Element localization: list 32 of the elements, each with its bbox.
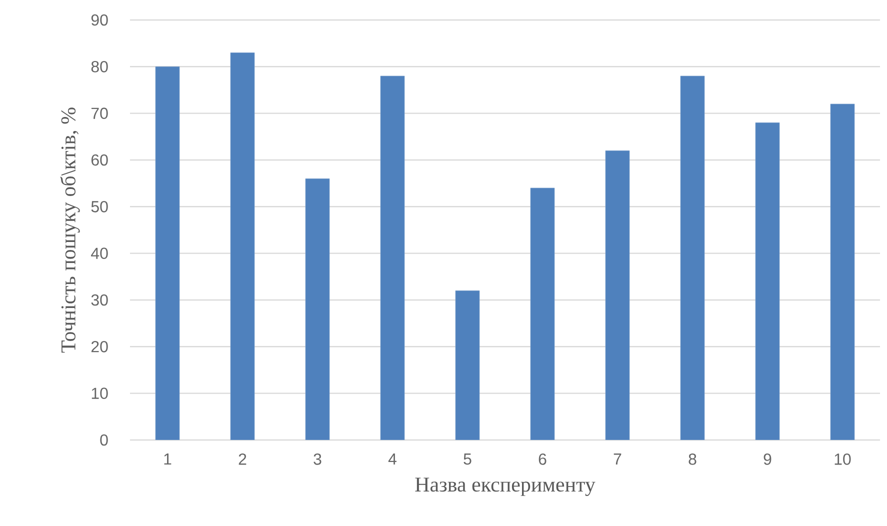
x-tick-label: 1 bbox=[164, 454, 172, 465]
x-tick-label: 4 bbox=[388, 454, 396, 465]
bar bbox=[755, 122, 780, 440]
y-tick-label: 10 bbox=[92, 388, 108, 399]
y-tick-label: 50 bbox=[91, 201, 108, 212]
y-tick-label: 40 bbox=[91, 248, 108, 259]
x-tick-label: 7 bbox=[614, 454, 622, 465]
bar bbox=[680, 76, 705, 440]
y-tick-label: 30 bbox=[91, 294, 108, 306]
bar bbox=[230, 52, 255, 440]
bar bbox=[830, 104, 855, 440]
bar bbox=[530, 188, 555, 440]
y-tick-label: 0 bbox=[100, 434, 108, 446]
y-axis-title: Точність пошуку об\ктів, % bbox=[60, 108, 80, 353]
x-tick-label: 6 bbox=[538, 454, 546, 465]
x-tick-label: 9 bbox=[764, 454, 772, 465]
bar bbox=[605, 150, 630, 440]
x-axis-title: Назва експерименту bbox=[415, 478, 596, 496]
x-tick-label: 2 bbox=[238, 454, 246, 465]
x-tick-label: 3 bbox=[314, 454, 322, 465]
bar bbox=[305, 178, 330, 440]
y-tick-label: 90 bbox=[91, 14, 108, 26]
bar bbox=[155, 66, 180, 440]
bar bbox=[380, 76, 405, 440]
y-tick-label: 70 bbox=[91, 108, 108, 119]
y-tick-label: 80 bbox=[91, 61, 108, 72]
x-tick-label: 5 bbox=[464, 454, 472, 465]
x-tick-label: 8 bbox=[688, 454, 696, 465]
x-tick-label: 10 bbox=[834, 454, 851, 465]
bar bbox=[455, 290, 480, 440]
y-tick-label: 20 bbox=[91, 340, 108, 352]
y-tick-label: 60 bbox=[91, 154, 108, 166]
